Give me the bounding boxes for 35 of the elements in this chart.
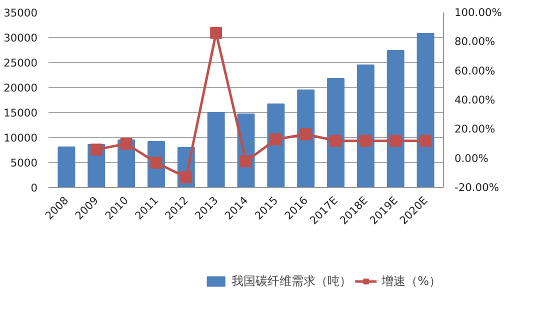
point: [180, 171, 192, 184]
point: [90, 144, 102, 156]
y-tick-label: 0: [30, 182, 38, 194]
y2-tick-label: 40.00%: [454, 94, 496, 106]
point: [330, 134, 342, 147]
y-tick-label: 15000: [4, 106, 38, 120]
bar: [416, 33, 434, 188]
y2-tick-label: 60.00%: [454, 64, 496, 78]
bar: [58, 146, 76, 188]
legend-label: 增速（%）: [382, 272, 441, 290]
point: [120, 138, 132, 150]
y-tick-label: 35000: [4, 6, 38, 20]
point: [240, 155, 252, 168]
point: [270, 133, 282, 146]
bar: [386, 50, 404, 188]
y-tick-label: 30000: [4, 32, 38, 44]
bar: [297, 90, 315, 188]
y2-tick-label: 20.00%: [454, 122, 496, 136]
point: [210, 26, 222, 39]
y-tick-label: 5000: [10, 156, 38, 170]
y2-tick-label: 100.00%: [454, 6, 502, 19]
bar: [356, 64, 374, 188]
bar: [207, 112, 225, 188]
y-tick-label: 20000: [4, 82, 38, 94]
point: [420, 134, 432, 147]
bar: [327, 78, 344, 188]
point: [390, 134, 402, 147]
y2-tick-label: 0.00%: [454, 152, 488, 165]
y-tick-label: 10000: [4, 132, 38, 144]
y2-tick-label: -20.00%: [454, 181, 499, 194]
y-tick-label: 25000: [4, 56, 38, 70]
point: [300, 128, 312, 140]
legend-label: 我国碳纤维需求（吨）: [232, 272, 352, 290]
point: [360, 134, 372, 147]
y2-tick-label: 80.00%: [454, 35, 496, 48]
